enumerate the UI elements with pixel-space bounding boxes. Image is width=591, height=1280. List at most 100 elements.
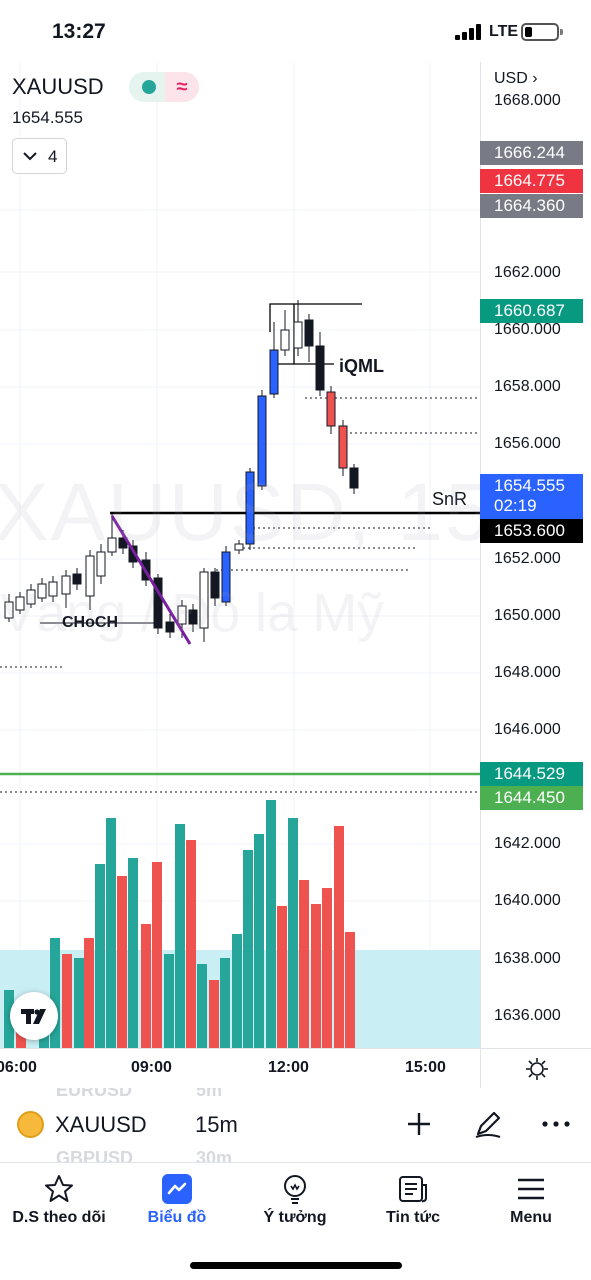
nav-label: Biểu đồ: [147, 1209, 207, 1226]
star-icon: [45, 1175, 73, 1202]
volume-bar: [209, 980, 219, 1048]
trend-line: [110, 515, 192, 645]
volume-bar: [232, 934, 242, 1048]
volume-bar: [84, 938, 94, 1048]
price-tag: 1666.244: [480, 141, 583, 165]
volume-bar: [220, 958, 230, 1048]
price-tick-label: 1648.000: [494, 664, 561, 681]
nav-watchlist[interactable]: D.S theo dõi: [0, 1163, 118, 1243]
network-label: LTE: [489, 23, 519, 40]
tradingview-logo[interactable]: [10, 992, 58, 1040]
chart-icon: [162, 1174, 192, 1204]
price-tick-label: 1662.000: [494, 264, 561, 281]
volume-bar: [299, 880, 309, 1048]
volume-bar: [4, 990, 14, 1048]
ghost-interval: 5m: [196, 1088, 223, 1100]
chart-symbol[interactable]: XAUUSD: [12, 74, 104, 99]
volume-bar: [266, 800, 276, 1048]
nav-chart[interactable]: Biểu đồ: [118, 1163, 236, 1243]
gear-icon: [526, 1058, 548, 1080]
candle-body: [128, 545, 138, 563]
nav-ideas[interactable]: Ý tưởng: [236, 1163, 354, 1243]
indicator-toggle-button[interactable]: 4: [12, 138, 67, 174]
gold-icon: [17, 1111, 44, 1138]
nav-label: Ý tưởng: [263, 1209, 327, 1226]
iqml-label: iQML: [339, 356, 384, 376]
chart-price: 1654.555: [12, 108, 83, 127]
nav-menu[interactable]: Menu: [472, 1163, 590, 1243]
volume-bar: [117, 876, 127, 1048]
bottom-navigation: D.S theo dõi Biểu đồ Ý tưởng Tin tức: [0, 1162, 591, 1280]
candle-body: [107, 537, 117, 553]
candle-body: [315, 345, 325, 391]
candle-body: [326, 391, 336, 427]
price-tick-label: 1652.000: [494, 550, 561, 567]
candle-body: [15, 596, 25, 611]
volume-bar: [95, 864, 105, 1048]
volume-bar: [345, 932, 355, 1048]
candle-body: [245, 471, 255, 545]
ghost-symbol: EURUSD: [56, 1088, 133, 1100]
price-tick-label: 1642.000: [494, 835, 561, 852]
pen-icon[interactable]: [472, 1108, 504, 1140]
watermark-symbol: XAUUSD, 15: [0, 467, 493, 558]
price-tick-label: 1656.000: [494, 435, 561, 452]
lightbulb-icon: [284, 1175, 306, 1204]
price-tick-label: 1638.000: [494, 950, 561, 967]
iqml-box: [269, 303, 362, 332]
price-chart[interactable]: CHoCH iQML SnR: [0, 62, 480, 1048]
time-label: 12:00: [268, 1059, 309, 1076]
plus-icon[interactable]: [403, 1108, 435, 1140]
status-bar: 13:27 LTE: [0, 0, 591, 62]
volume-bar: [152, 862, 162, 1048]
volume-bar: [164, 954, 174, 1048]
market-status-pill[interactable]: ≈: [129, 72, 199, 102]
nav-news[interactable]: Tin tức: [354, 1163, 472, 1243]
volume-bar: [141, 924, 151, 1048]
volume-bar: [50, 938, 60, 1048]
chart-settings-button[interactable]: [480, 1048, 591, 1088]
currency-selector[interactable]: USD ›: [494, 70, 542, 88]
candle-body: [96, 551, 106, 577]
time-label: 06:00: [0, 1059, 37, 1076]
price-tick-label: 1668.000: [494, 92, 561, 109]
candle-body: [85, 555, 95, 597]
volume-bar: [186, 840, 196, 1048]
candle-body: [37, 583, 47, 599]
menu-icon: [518, 1178, 544, 1200]
time-label: 15:00: [405, 1059, 446, 1076]
price-tick-label: 1658.000: [494, 378, 561, 395]
price-axis[interactable]: [480, 62, 591, 1048]
snr-label: SnR: [432, 489, 467, 509]
candle-body: [269, 349, 279, 395]
volume-bar: [322, 888, 332, 1048]
price-tag: 1664.360: [480, 194, 583, 218]
volume-bar: [288, 818, 298, 1048]
more-icon[interactable]: [540, 1108, 572, 1140]
volume-bar: [74, 958, 84, 1048]
candle-body: [280, 329, 290, 351]
candle-body: [304, 319, 314, 347]
last-price-tag: 1654.555 02:19: [480, 474, 583, 520]
market-open-icon: [142, 80, 156, 94]
candle-body: [48, 581, 58, 597]
tradingview-logo-icon: [21, 1009, 46, 1024]
time-axis[interactable]: 06:00 09:00 12:00 15:00: [0, 1048, 480, 1088]
volume-bar: [243, 850, 253, 1048]
price-tag: 1644.450: [480, 786, 583, 810]
candle-body: [4, 601, 14, 619]
battery-icon: [521, 23, 563, 41]
candle-body: [234, 543, 244, 551]
price-tick-label: 1650.000: [494, 607, 561, 624]
signal-icon: [455, 24, 483, 40]
ghost-interval: 30m: [196, 1148, 233, 1162]
choch-label: CHoCH: [62, 614, 118, 631]
home-indicator: [190, 1262, 402, 1269]
price-tick-label: 1636.000: [494, 1007, 561, 1024]
symbol-selector[interactable]: XAUUSD: [55, 1112, 147, 1137]
volume-bar: [334, 826, 344, 1048]
nav-label: Tin tức: [386, 1209, 440, 1226]
price-tag: 1664.775: [480, 169, 583, 193]
interval-selector[interactable]: 15m: [195, 1112, 238, 1137]
volume-bar: [254, 834, 264, 1048]
